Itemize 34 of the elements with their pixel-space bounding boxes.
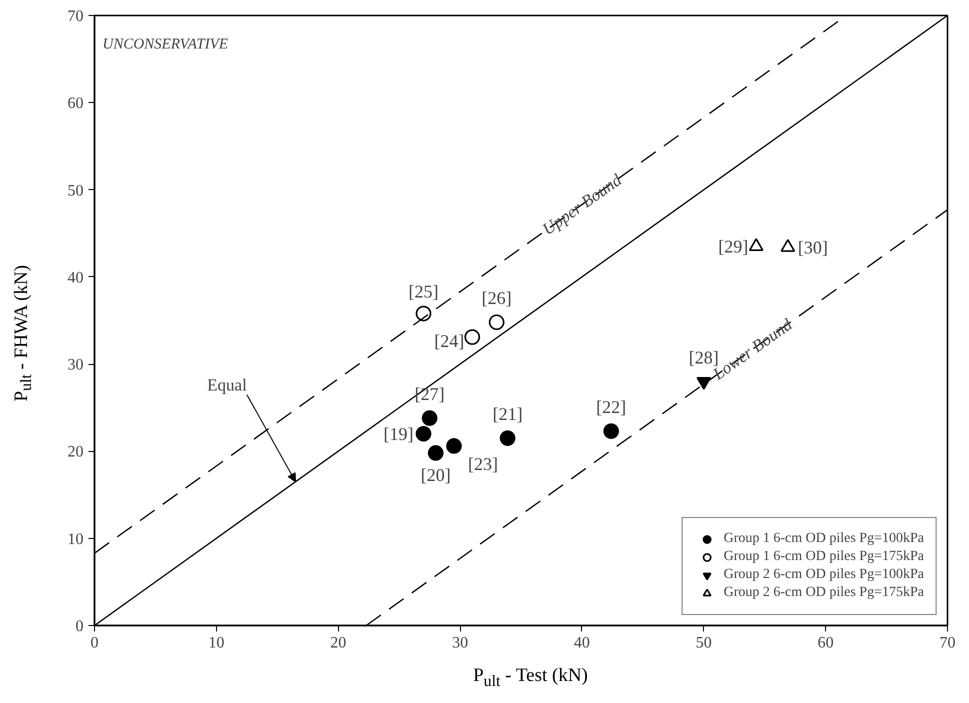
x-tick-label: 0 xyxy=(90,634,98,652)
y-tick-label: 0 xyxy=(76,618,84,635)
annotation: Equal xyxy=(207,376,248,395)
annotation: [21] xyxy=(492,404,523,424)
x-tick-label: 10 xyxy=(208,634,224,652)
x-tick-label: 40 xyxy=(574,634,590,652)
annotation: [30] xyxy=(798,237,828,258)
annotation: [24] xyxy=(434,331,464,352)
x-tick-label: 70 xyxy=(940,634,956,652)
x-axis-title: P$_{ult}$ - Test (kN) xyxy=(473,664,588,692)
annotation: [27] xyxy=(414,384,445,404)
y-tick-label: 10 xyxy=(68,530,84,548)
y-tick-label: 40 xyxy=(68,269,84,286)
annotation: [23] xyxy=(468,454,498,474)
y-tick-label: 50 xyxy=(68,182,84,200)
legend-label: Group 2 6-cm OD piles Pg=100kPa xyxy=(724,566,924,584)
annotation: [19] xyxy=(384,424,414,444)
legend-label: Group 1 6-cm OD piles Pg=175kPa xyxy=(724,548,924,566)
x-tick-label: 50 xyxy=(696,634,712,652)
x-tick-label: 60 xyxy=(818,634,834,652)
y-tick-label: 70 xyxy=(68,8,84,25)
annotation: [29] xyxy=(718,236,748,256)
annotation: [20] xyxy=(420,464,451,485)
x-tick-label: 20 xyxy=(330,634,346,652)
annotation: UNCONSERVATIVE xyxy=(102,36,228,52)
legend-label: Group 1 6-cm OD piles Pg=100kPa xyxy=(724,530,924,548)
y-tick-label: 30 xyxy=(68,356,84,374)
y-tick-label: 20 xyxy=(68,444,84,461)
annotation: [26] xyxy=(482,288,512,308)
y-tick-label: 60 xyxy=(68,95,84,112)
annotation: [22] xyxy=(596,397,626,418)
legend-label: Group 2 6-cm OD piles Pg=175kPa xyxy=(724,584,924,602)
x-tick-label: 30 xyxy=(452,634,468,652)
annotation: [25] xyxy=(408,282,439,302)
